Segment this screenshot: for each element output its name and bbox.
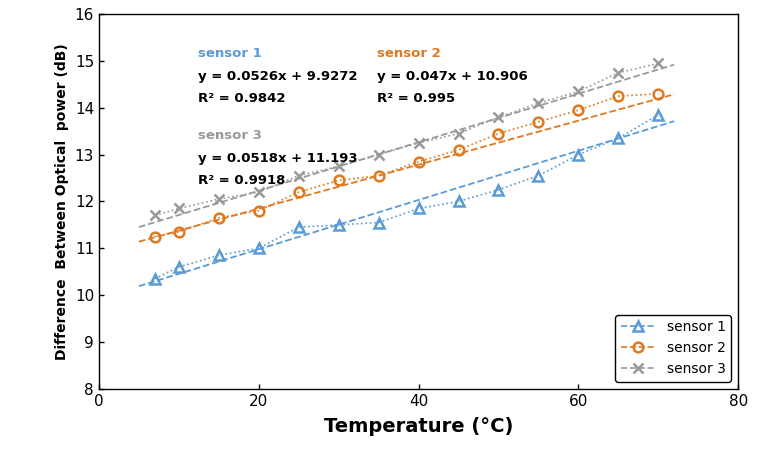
Legend: sensor 1, sensor 2, sensor 3: sensor 1, sensor 2, sensor 3 (616, 315, 731, 382)
Text: y = 0.047x + 10.906: y = 0.047x + 10.906 (377, 70, 527, 82)
X-axis label: Temperature (°C): Temperature (°C) (324, 417, 513, 436)
Text: R² = 0.995: R² = 0.995 (377, 92, 455, 105)
Text: sensor 3: sensor 3 (198, 129, 262, 142)
Text: y = 0.0518x + 11.193: y = 0.0518x + 11.193 (198, 152, 358, 165)
Text: R² = 0.9918: R² = 0.9918 (198, 174, 285, 187)
Text: R² = 0.9842: R² = 0.9842 (198, 92, 285, 105)
Text: sensor 2: sensor 2 (377, 47, 441, 60)
Text: y = 0.0526x + 9.9272: y = 0.0526x + 9.9272 (198, 70, 358, 82)
Text: sensor 1: sensor 1 (198, 47, 262, 60)
Y-axis label: Difference  Between Optical  power (dB): Difference Between Optical power (dB) (55, 43, 69, 360)
